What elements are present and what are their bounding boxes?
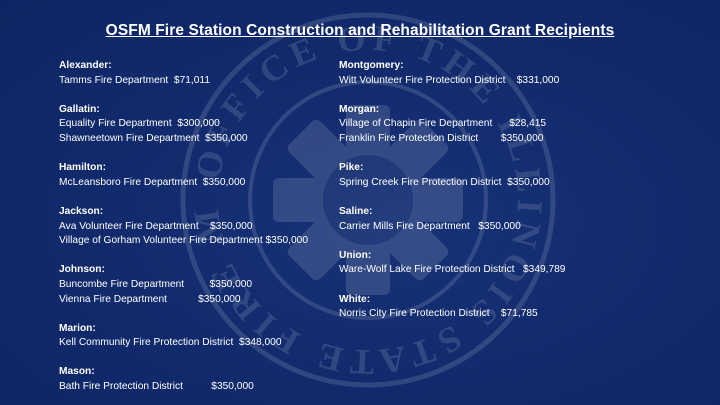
county-heading: Marion: — [59, 322, 96, 334]
county-heading: Morgan: — [339, 103, 380, 115]
group-spacer — [59, 307, 308, 322]
group-spacer — [339, 234, 565, 249]
county-heading: Hamilton: — [59, 162, 106, 174]
grant-recipient: Kell Community Fire Protection District … — [59, 337, 282, 349]
grant-recipient: Village of Chapin Fire Department $28,41… — [339, 118, 547, 130]
group-spacer — [339, 278, 565, 293]
group-spacer — [59, 190, 308, 205]
grant-recipient: McLeansboro Fire Department $350,000 — [59, 176, 246, 188]
right-column: Montgomery: Witt Volunteer Fire Protectio… — [339, 59, 565, 322]
grant-recipient: Shawneetown Fire Department $350,000 — [59, 132, 248, 144]
county-heading: Montgomery: — [339, 60, 404, 71]
grant-recipient: Ava Volunteer Fire Department $350,000 — [59, 220, 253, 232]
grant-recipient: Carrier Mills Fire Department $350,000 — [339, 220, 521, 232]
county-heading: Jackson: — [59, 205, 104, 217]
osfm-seal-watermark-icon: OFFICE OF THE ILLINOIS STATE FIRE MARSHA… — [178, 10, 556, 388]
group-spacer — [339, 190, 565, 205]
grant-recipient: Vienna Fire Department $350,000 — [59, 293, 241, 305]
grant-recipient: Tamms Fire Department $71,011 — [59, 74, 210, 86]
county-heading: Gallatin: — [59, 103, 100, 115]
county-heading: Pike: — [339, 162, 364, 174]
group-spacer — [59, 147, 308, 162]
county-heading: Saline: — [339, 205, 373, 217]
grant-recipient: Buncombe Fire Department $350,000 — [59, 278, 253, 290]
grant-recipient: Witt Volunteer Fire Protection District … — [339, 74, 560, 86]
county-heading: White: — [339, 293, 371, 305]
grant-recipient: Ware-Wolf Lake Fire Protection District … — [339, 264, 566, 276]
grant-recipient: Bath Fire Protection District $350,000 — [59, 381, 254, 393]
group-spacer — [59, 88, 308, 103]
group-spacer — [59, 351, 308, 366]
county-heading: Alexander: — [59, 60, 112, 71]
group-spacer — [339, 88, 565, 103]
grant-recipient: Equality Fire Department $300,000 — [59, 118, 220, 130]
grant-recipient: Village of Gorham Volunteer Fire Departm… — [59, 235, 308, 247]
county-heading: Mason: — [59, 366, 95, 378]
grant-recipient: Franklin Fire Protection District $350,0… — [339, 132, 544, 144]
county-heading: Union: — [339, 249, 372, 261]
grant-recipient: Spring Creek Fire Protection District $3… — [339, 176, 550, 188]
left-column: Alexander: Tamms Fire Department $71,011 G… — [59, 59, 308, 395]
grant-recipient: Norris City Fire Protection District $71… — [339, 308, 538, 320]
county-heading: Johnson: — [59, 264, 105, 276]
group-spacer — [339, 147, 565, 162]
group-spacer — [59, 249, 308, 264]
page-title: OSFM Fire Station Construction and Rehab… — [105, 22, 615, 39]
